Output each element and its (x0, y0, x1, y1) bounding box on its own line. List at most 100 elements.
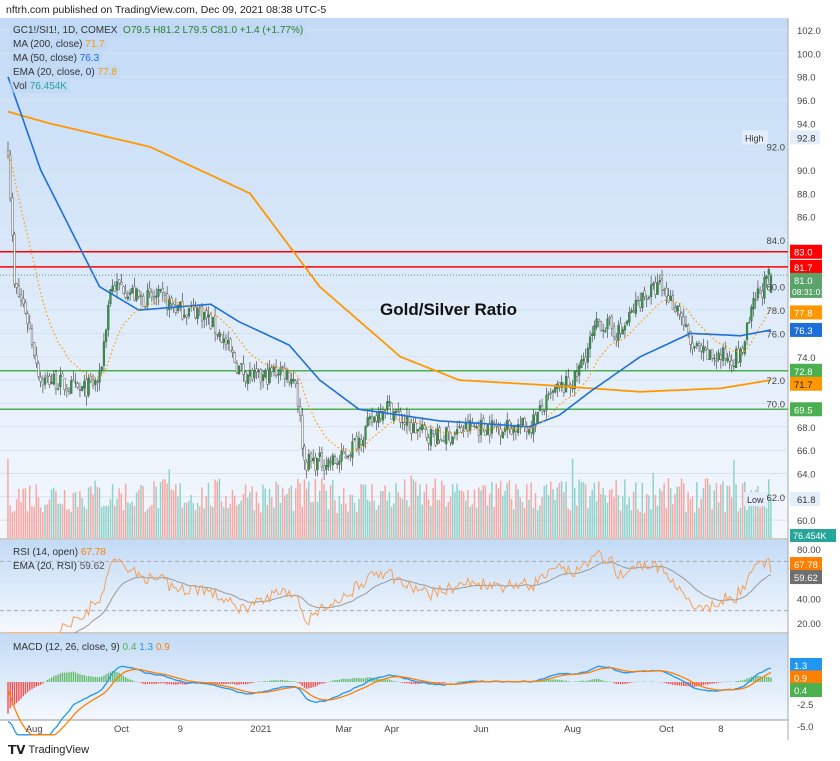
macd-histogram-bar (277, 680, 280, 682)
macd-histogram-bar (153, 682, 155, 684)
volume-bar (183, 502, 186, 538)
price-tick-label: 86.0 (797, 213, 816, 224)
volume-bar (543, 486, 545, 538)
volume-bar (641, 482, 644, 538)
macd-histogram-bar (314, 682, 317, 687)
candle (543, 409, 546, 416)
macd-histogram-bar (292, 681, 295, 682)
volume-bar (179, 483, 181, 538)
rsi-label: RSI (14, open) (13, 547, 79, 558)
candle (697, 340, 701, 353)
macd-histogram-bar (386, 679, 389, 682)
candle (737, 340, 740, 364)
macd-histogram-bar (231, 682, 234, 684)
main-pane[interactable] (0, 18, 788, 538)
legend-ma50[interactable]: MA (50, close) 76.3 (10, 52, 103, 65)
candle (392, 409, 395, 425)
candle (575, 363, 579, 383)
volume-bar (262, 484, 264, 538)
volume-bar (190, 494, 192, 538)
candle (719, 348, 722, 369)
level-81-7-tag: 81.7 (794, 263, 813, 274)
volume-bar (648, 495, 650, 538)
low-value: 61.8 (797, 495, 816, 506)
macd-histogram-bar (768, 676, 770, 682)
candle (432, 429, 435, 438)
macd-histogram-bar (458, 681, 460, 682)
macd-histogram-bar (74, 672, 77, 682)
candle (536, 411, 539, 425)
volume-bar (510, 498, 513, 538)
legend-ema20[interactable]: EMA (20, close, 0) 77.8 (10, 66, 120, 79)
macd-histogram-bar (225, 682, 227, 685)
candle (650, 276, 653, 305)
volume-bar (297, 478, 299, 538)
volume-bar (240, 500, 242, 538)
chart-area[interactable]: 83.0 81.7 81.008:31:01 77.8 76.3 72.8 71.7 69.5… (0, 18, 840, 740)
volume-bar (225, 496, 227, 538)
candle (639, 292, 642, 312)
volume-bar (768, 479, 770, 538)
candle (46, 371, 49, 384)
macd-histogram-bar (630, 682, 633, 683)
countdown-tag: 08:31:01 (792, 287, 825, 297)
rsi-pane[interactable] (0, 540, 788, 632)
volume-bar (724, 512, 726, 538)
macd-histogram-bar (375, 678, 378, 682)
macd-histogram-bar (680, 682, 683, 686)
macd-histogram-bar (384, 679, 386, 682)
macd-histogram-bar (332, 680, 334, 682)
macd-histogram-bar (382, 679, 384, 682)
macd-histogram-bar (325, 682, 327, 683)
volume-bar (628, 497, 630, 538)
volume-bar (711, 509, 713, 538)
legend-macd[interactable]: MACD (12, 26, close, 9) 0.4 1.3 0.9 (10, 641, 173, 654)
legend-vol[interactable]: Vol 76.454K (10, 80, 70, 93)
volume-bar (563, 492, 565, 538)
legend-symbol[interactable]: GC1!/SI1!, 1D, COMEX O79.5 H81.2 L79.5 C… (10, 24, 307, 37)
candle (28, 314, 31, 330)
volume-bar (576, 505, 578, 538)
macd-histogram-bar (364, 678, 367, 682)
macd-histogram-bar (600, 679, 602, 682)
candle (403, 413, 406, 432)
macd-histogram-bar (175, 682, 177, 685)
candle (22, 290, 25, 308)
candle (277, 369, 280, 384)
candle (148, 280, 151, 298)
macd-histogram-bar (273, 680, 275, 682)
low-value-bg (790, 492, 820, 507)
candle (320, 446, 324, 472)
volume-bar (140, 485, 142, 538)
candle (682, 308, 685, 331)
volume-bar (728, 486, 731, 538)
candle (41, 375, 44, 394)
volume-bar (606, 502, 609, 538)
candle (227, 331, 230, 351)
volume-bar (44, 504, 46, 538)
volume-bar (541, 497, 543, 538)
candle (626, 319, 629, 327)
tradingview-logo[interactable]: 𝗧𝗩 TradingView (8, 743, 89, 757)
candle (124, 284, 127, 300)
macd-histogram-bar (181, 682, 184, 685)
legend-ma200[interactable]: MA (200, close) 71.7 (10, 38, 108, 51)
candle (490, 413, 494, 439)
macd-histogram-bar (602, 680, 604, 682)
macd-histogram-bar (266, 681, 269, 682)
candle (416, 428, 419, 440)
legend-rsi-ema[interactable]: EMA (20, RSI) 59.62 (10, 560, 108, 573)
volume-bar (281, 487, 284, 538)
candle (131, 284, 134, 294)
volume-bar (615, 480, 617, 538)
macd-histogram-bar (133, 681, 136, 682)
candle (54, 369, 58, 395)
volume-bar (118, 488, 120, 538)
candle (272, 363, 276, 377)
macd-histogram-bar (744, 679, 746, 682)
vol-tag: 76.454K (793, 531, 827, 541)
legend-rsi[interactable]: RSI (14, open) 67.78 (10, 546, 109, 559)
candle (89, 372, 92, 384)
candle (65, 383, 68, 398)
volume-bar (257, 503, 260, 538)
